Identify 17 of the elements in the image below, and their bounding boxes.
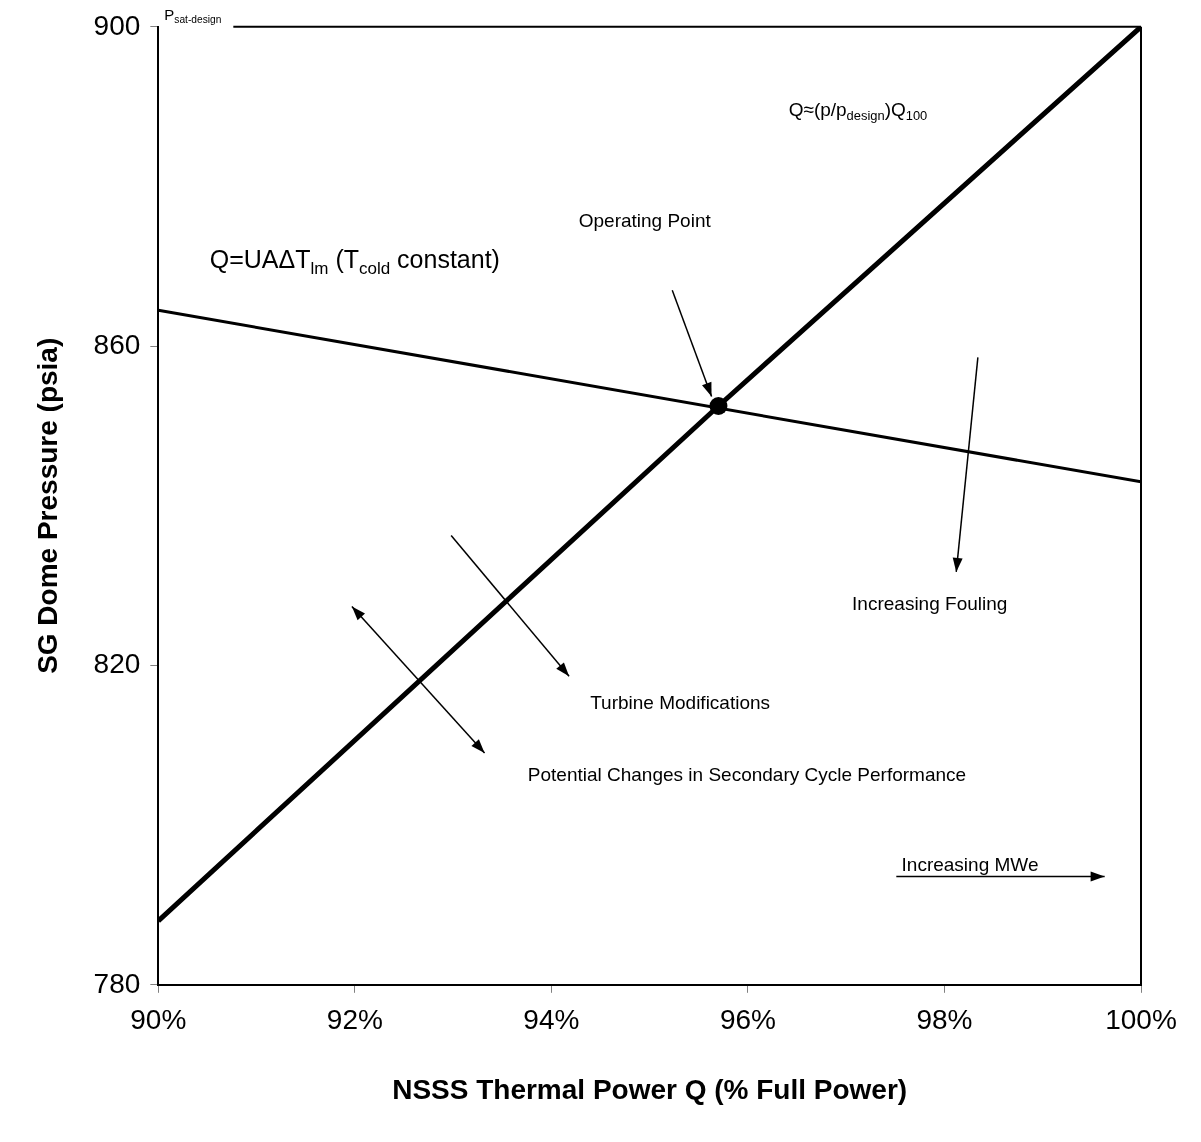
x-tick-label: 94% xyxy=(523,1004,580,1036)
x-tick-label: 90% xyxy=(130,1004,187,1036)
y-tick-label: 780 xyxy=(93,967,141,999)
annotation: Turbine Modifications xyxy=(590,692,771,714)
y-tick-label: 900 xyxy=(93,9,141,41)
annotation: Increasing Fouling xyxy=(852,592,1008,614)
x-tick-label: 100% xyxy=(1105,1004,1177,1036)
x-axis-title: NSSS Thermal Power Q (% Full Power) xyxy=(392,1073,908,1105)
x-tick-label: 92% xyxy=(326,1004,383,1036)
x-tick-label: 98% xyxy=(916,1004,973,1036)
y-tick-label: 820 xyxy=(93,648,141,680)
y-tick-label: 860 xyxy=(93,328,141,360)
annotation: Increasing MWe xyxy=(901,854,1039,876)
y-axis-title: SG Dome Pressure (psia) xyxy=(31,337,63,674)
annotation: Operating Point xyxy=(578,210,712,232)
annotation: Potential Changes in Secondary Cycle Performance xyxy=(527,764,967,786)
x-tick-label: 96% xyxy=(719,1004,776,1036)
